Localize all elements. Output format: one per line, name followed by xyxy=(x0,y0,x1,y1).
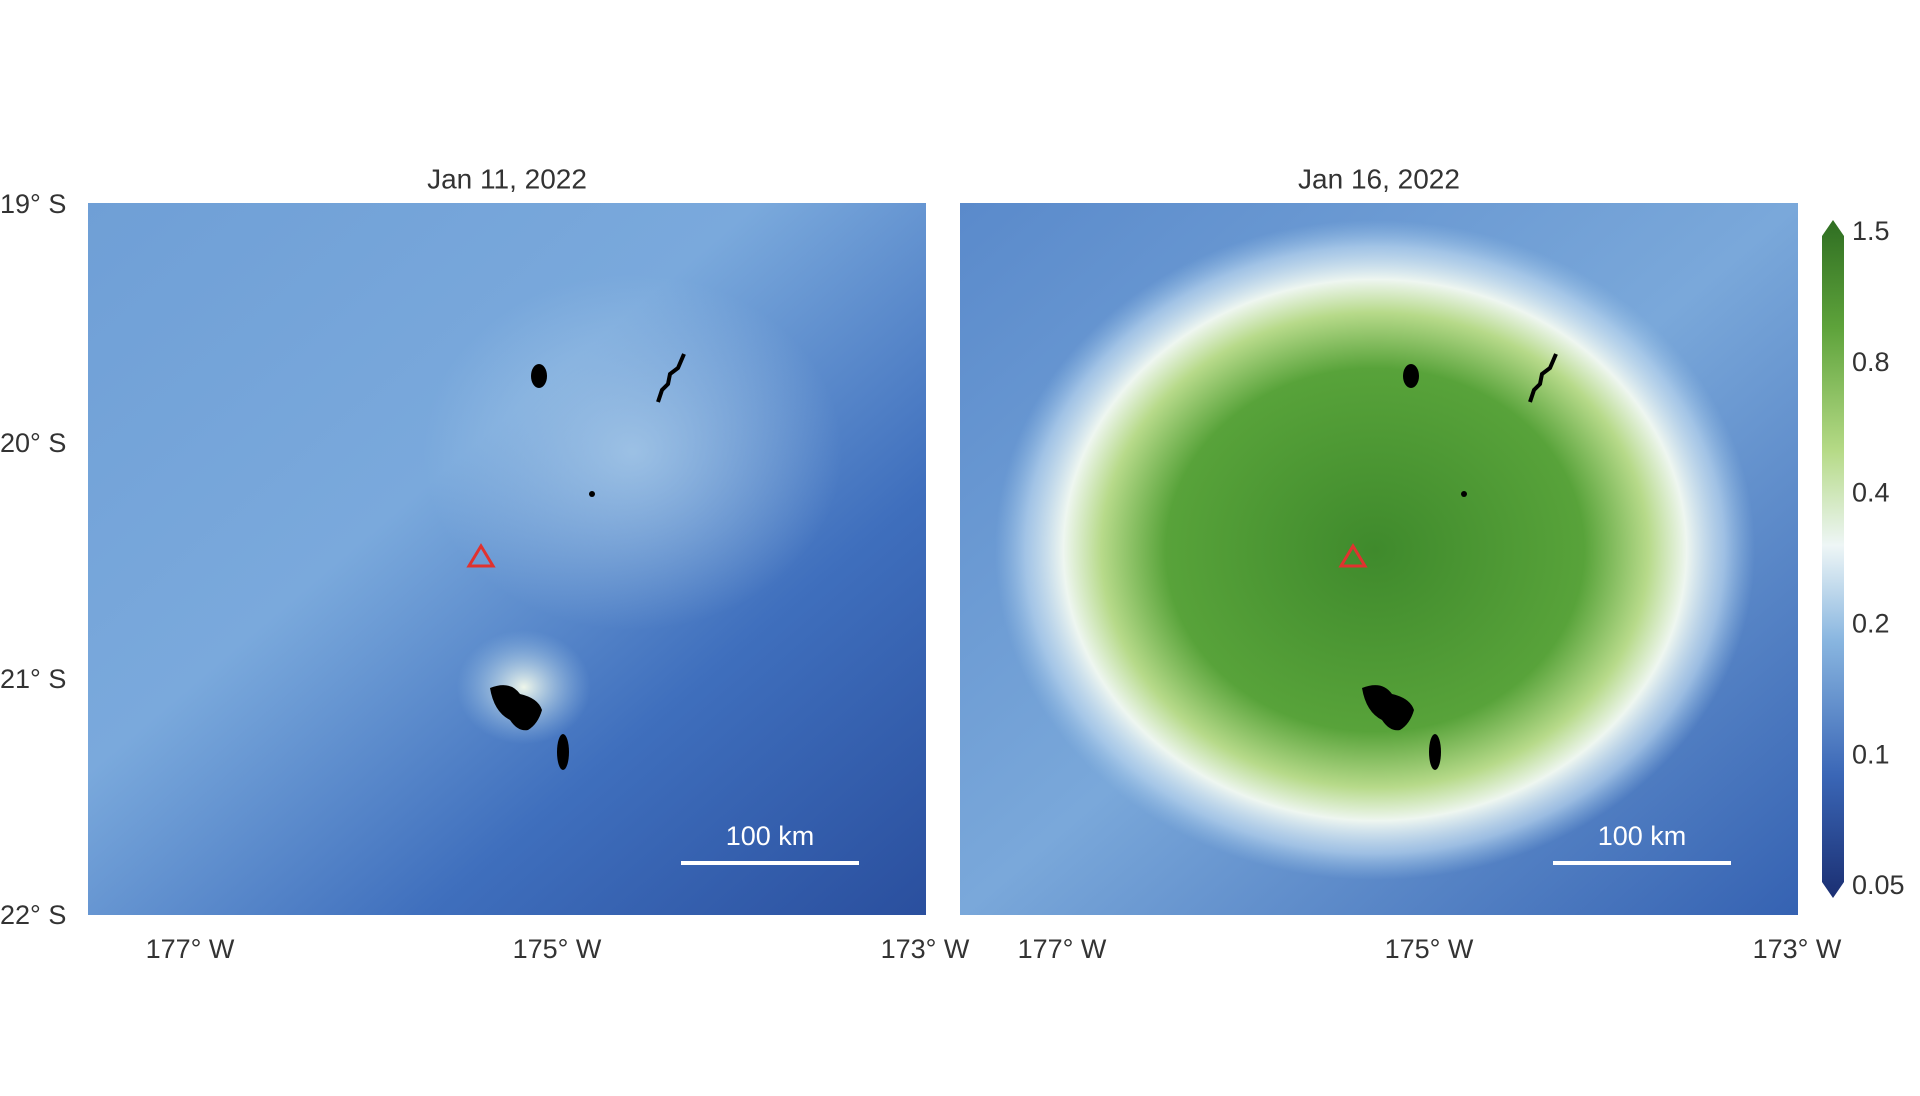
lon-label: 177° W xyxy=(146,934,235,964)
lon-label: 173° W xyxy=(881,934,970,964)
islet xyxy=(589,491,595,497)
lat-label: 21° S xyxy=(0,664,66,694)
island-chain xyxy=(656,353,686,403)
volcano-marker xyxy=(1338,543,1368,568)
colorbar-ticks: 1.5 0.8 0.4 0.2 0.1 0.05 xyxy=(1852,216,1905,900)
colorbar-tick-label: 0.4 xyxy=(1852,478,1890,508)
lon-label: 177° W xyxy=(1018,934,1107,964)
colorbar-tick-label: 0.2 xyxy=(1852,609,1890,639)
lon-label: 175° W xyxy=(1385,934,1474,964)
lat-label: 20° S xyxy=(0,428,66,458)
scale-bar-label: 100 km xyxy=(1598,821,1687,851)
island xyxy=(531,364,547,388)
island xyxy=(490,685,542,731)
island xyxy=(1429,734,1441,770)
lon-label: 175° W xyxy=(513,934,602,964)
panel-title: Jan 16, 2022 xyxy=(1298,163,1460,194)
plume xyxy=(88,203,926,915)
overlays: 100 km 177° W 175° W 173° W 100 km 177° W 175°… xyxy=(146,353,1842,964)
lat-label: 22° S xyxy=(0,900,66,930)
panel-title: Jan 11, 2022 xyxy=(427,163,587,194)
colorbar xyxy=(1822,220,1844,898)
island xyxy=(1362,685,1414,731)
colorbar-gradient xyxy=(1822,220,1844,898)
map-panel xyxy=(960,203,1798,915)
island xyxy=(1403,364,1419,388)
island-chain xyxy=(1528,353,1558,403)
colorbar-tick-label: 0.1 xyxy=(1852,739,1890,769)
scale-bar-label: 100 km xyxy=(726,821,815,851)
colorbar-tick-label: 1.5 xyxy=(1852,216,1890,246)
plume xyxy=(995,220,1755,880)
map-panel xyxy=(88,203,926,915)
island xyxy=(557,734,569,770)
volcano-marker xyxy=(466,543,496,568)
colorbar-tick-label: 0.8 xyxy=(1852,347,1890,377)
islet xyxy=(1461,491,1467,497)
lon-label: 173° W xyxy=(1753,934,1842,964)
lat-label: 19° S xyxy=(0,189,66,219)
colorbar-tick-label: 0.05 xyxy=(1852,870,1905,900)
